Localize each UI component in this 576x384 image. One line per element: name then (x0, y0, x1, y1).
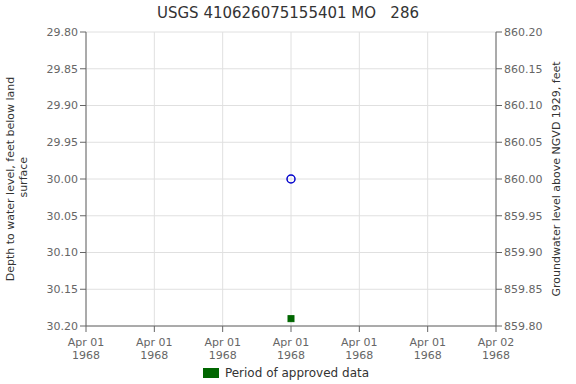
svg-text:859.85: 859.85 (504, 283, 543, 296)
svg-text:Apr 011968: Apr 011968 (136, 336, 173, 362)
svg-text:860.10: 860.10 (504, 99, 543, 112)
svg-text:859.80: 859.80 (504, 320, 543, 333)
html-text:Period of approved data: Period of approved data (224, 366, 370, 380)
svg-text:30.20: 30.20 (47, 320, 79, 333)
svg-text:Apr 011968: Apr 011968 (409, 336, 446, 362)
svg-text:860.00: 860.00 (504, 173, 543, 186)
svg-text:30.10: 30.10 (47, 246, 79, 259)
svg-text:860.20: 860.20 (504, 26, 543, 39)
svg-text:30.15: 30.15 (47, 283, 79, 296)
svg-text:Groundwater level above NGVD 1: Groundwater level above NGVD 1929, feet (550, 61, 563, 297)
svg-text:29.80: 29.80 (47, 26, 79, 39)
svg-text:29.90: 29.90 (47, 99, 79, 112)
svg-text:860.05: 860.05 (504, 136, 543, 149)
svg-text:30.05: 30.05 (47, 210, 79, 223)
svg-text:Apr 011968: Apr 011968 (68, 336, 105, 362)
svg-text:Apr 011968: Apr 011968 (204, 336, 241, 362)
svg-text:Apr 011968: Apr 011968 (273, 336, 310, 362)
svg-text:29.95: 29.95 (47, 136, 79, 149)
svg-text:Apr 021968: Apr 021968 (478, 336, 515, 362)
svg-text:Apr 011968: Apr 011968 (341, 336, 378, 362)
svg-text:Depth to water level, feet bel: Depth to water level, feet below land su… (8, 77, 30, 282)
html-text:USGS 410626075155401 MO 286: USGS 410626075155401 MO 286 (157, 4, 419, 22)
svg-text:30.00: 30.00 (47, 173, 79, 186)
svg-text:29.85: 29.85 (47, 63, 79, 76)
svg-text:859.90: 859.90 (504, 246, 543, 259)
svg-text:859.95: 859.95 (504, 210, 543, 223)
svg-text:860.15: 860.15 (504, 63, 543, 76)
